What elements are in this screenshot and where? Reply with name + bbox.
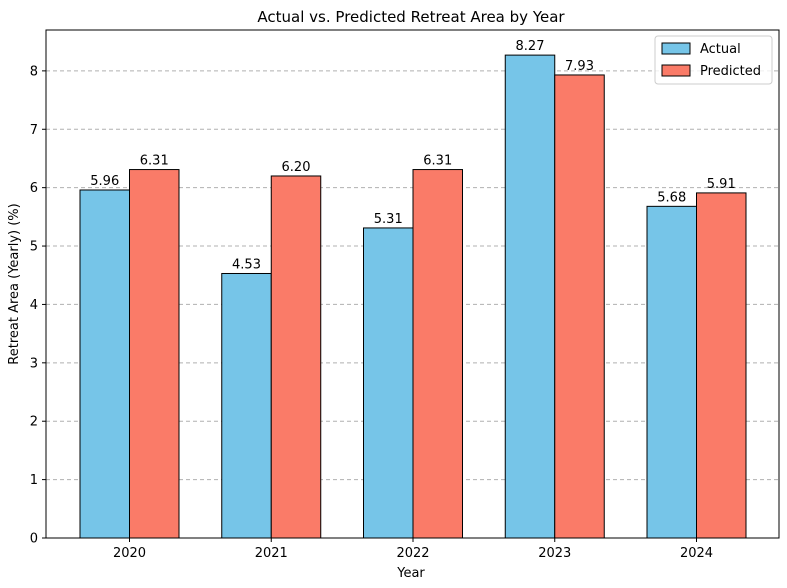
x-axis-ticks: 2020 2021 2022 2023 2024	[113, 538, 713, 561]
x-tick-label: 2023	[538, 546, 571, 561]
y-axis-label: Retreat Area (Yearly) (%)	[7, 203, 22, 364]
bar-predicted-2024	[696, 192, 747, 539]
data-label-actual-2022: 5.31	[374, 212, 403, 227]
y-tick-label: 6	[30, 181, 38, 196]
bar-predicted-2020	[129, 169, 180, 539]
legend: Actual Predicted	[654, 35, 773, 85]
y-tick-label: 0	[30, 532, 38, 547]
bar-predicted-2023	[554, 74, 605, 539]
data-label-predicted-2020: 6.31	[140, 154, 169, 169]
data-label-actual-2024: 5.68	[657, 190, 686, 205]
y-tick-label: 2	[30, 415, 38, 430]
legend-swatch-predicted	[661, 64, 691, 77]
data-label-actual-2020: 5.96	[90, 174, 119, 189]
data-label-predicted-2023: 7.93	[565, 59, 594, 74]
y-tick-label: 5	[30, 240, 38, 255]
x-tick-label: 2024	[680, 546, 713, 561]
chart-title: Actual vs. Predicted Retreat Area by Yea…	[257, 8, 565, 26]
x-tick-label: 2021	[255, 546, 288, 561]
y-axis-ticks: 0 1 2 3 4 5 6 7 8	[30, 64, 46, 547]
y-tick-label: 1	[30, 473, 38, 488]
y-tick-label: 4	[30, 298, 38, 313]
bar-actual-2024	[646, 205, 697, 539]
data-labels: 5.96 6.31 4.53 6.20 5.31 6.31 8.27 7.93 5.68 5.91	[90, 39, 735, 272]
data-label-predicted-2021: 6.20	[282, 160, 311, 175]
bar-actual-2022	[363, 227, 414, 539]
x-tick-label: 2022	[396, 546, 429, 561]
bar-actual-2020	[79, 189, 130, 539]
data-label-actual-2023: 8.27	[516, 39, 545, 54]
x-axis-label: Year	[396, 566, 425, 581]
legend-label-actual: Actual	[700, 42, 741, 57]
bars	[79, 54, 747, 539]
y-tick-label: 8	[30, 64, 38, 79]
bar-actual-2023	[504, 54, 556, 539]
data-label-predicted-2024: 5.91	[707, 177, 736, 192]
legend-swatch-actual	[661, 42, 691, 55]
data-label-predicted-2022: 6.31	[423, 154, 452, 169]
bar-actual-2021	[221, 272, 272, 539]
y-tick-label: 3	[30, 356, 38, 371]
data-label-actual-2021: 4.53	[232, 257, 261, 272]
y-tick-label: 7	[30, 123, 38, 138]
legend-label-predicted: Predicted	[700, 64, 761, 79]
x-tick-label: 2020	[113, 546, 146, 561]
bar-predicted-2022	[412, 169, 463, 539]
bar-predicted-2021	[270, 175, 322, 539]
